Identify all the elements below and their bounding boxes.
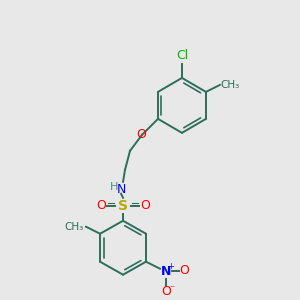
Text: N: N bbox=[161, 265, 171, 278]
Text: O: O bbox=[136, 128, 146, 141]
Text: N: N bbox=[116, 183, 126, 196]
Text: CH₃: CH₃ bbox=[65, 222, 84, 232]
Text: S: S bbox=[118, 199, 128, 213]
Text: H: H bbox=[110, 182, 118, 192]
Text: +: + bbox=[167, 262, 174, 271]
Text: Cl: Cl bbox=[176, 49, 188, 62]
Text: O: O bbox=[140, 199, 150, 212]
Text: O: O bbox=[161, 285, 171, 298]
Text: O: O bbox=[179, 264, 189, 277]
Text: ⁻: ⁻ bbox=[169, 285, 175, 295]
Text: CH₃: CH₃ bbox=[220, 80, 239, 90]
Text: O: O bbox=[96, 199, 106, 212]
